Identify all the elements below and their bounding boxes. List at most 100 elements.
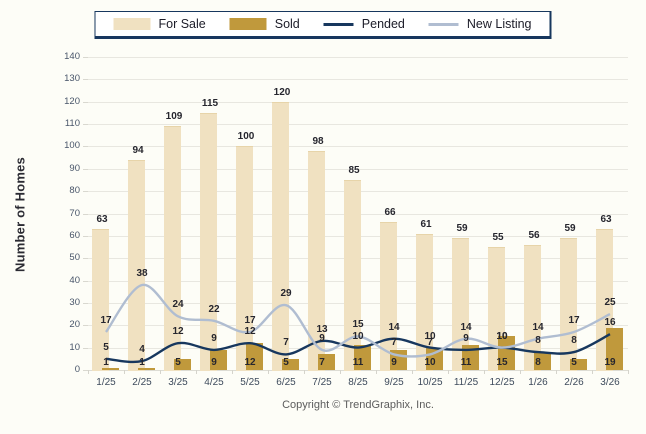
x-tick [556, 370, 557, 374]
y-tick [83, 235, 88, 237]
y-tick-label: 30 [69, 296, 80, 308]
new-listing-value-label: 25 [604, 297, 616, 309]
y-tick-label: 110 [64, 118, 80, 130]
x-tick [340, 370, 341, 374]
x-tick [124, 370, 125, 374]
legend-item-new-listing: New Listing [428, 17, 532, 31]
x-tick-label: 10/25 [417, 377, 443, 388]
for-sale-value-label: 63 [600, 214, 612, 226]
for-sale-swatch [113, 18, 151, 30]
x-tick-label: 1/26 [528, 377, 548, 388]
sold-value-label: 15 [496, 357, 508, 368]
sold-value-label: 9 [391, 357, 397, 368]
y-tick-label: 80 [69, 185, 80, 197]
legend-label-sold: Sold [274, 17, 300, 31]
legend-item-for-sale: For Sale [113, 17, 206, 31]
gridline [88, 146, 628, 148]
new-listing-value-label: 17 [244, 314, 256, 326]
new-listing-value-label: 29 [280, 288, 292, 300]
x-tick-label: 12/25 [489, 377, 515, 388]
y-tick-label: 40 [69, 274, 80, 286]
y-tick [83, 213, 88, 215]
for-sale-value-label: 63 [96, 214, 108, 226]
sold-value-label: 9 [211, 357, 217, 368]
for-sale-value-label: 115 [201, 97, 219, 109]
pended-value-label: 14 [388, 321, 400, 333]
for-sale-value-label: 56 [528, 229, 540, 241]
y-tick [83, 79, 88, 81]
x-tick [412, 370, 413, 374]
legend-label-pended: Pended [361, 17, 405, 31]
sold-bar [174, 358, 191, 370]
sold-value-label: 12 [244, 357, 256, 368]
new-listing-value-label: 14 [460, 321, 472, 333]
for-sale-value-label: 100 [237, 131, 255, 143]
y-axis-title: Number of Homes [12, 157, 28, 272]
x-tick-label: 2/25 [132, 377, 152, 388]
new-listing-value-label: 38 [136, 268, 148, 280]
sold-value-label: 7 [319, 357, 325, 368]
pended-value-label: 4 [139, 344, 145, 356]
sold-value-label: 11 [460, 357, 472, 368]
y-tick [83, 146, 88, 148]
y-tick [83, 302, 88, 304]
y-tick [83, 258, 88, 260]
x-tick [484, 370, 485, 374]
for-sale-bar [128, 159, 145, 371]
pended-value-label: 7 [283, 337, 289, 349]
sold-value-label: 1 [103, 357, 109, 368]
x-tick-label: 9/25 [384, 377, 404, 388]
y-tick-label: 120 [64, 95, 80, 107]
x-tick [196, 370, 197, 374]
gridline [88, 57, 628, 58]
new-listing-value-label: 7 [427, 337, 433, 349]
new-listing-value-label: 22 [208, 303, 220, 315]
for-sale-value-label: 59 [456, 223, 468, 235]
sold-value-label: 10 [424, 357, 436, 368]
legend-item-sold: Sold [229, 17, 300, 31]
for-sale-value-label: 59 [564, 223, 576, 235]
gridline [88, 124, 628, 126]
sold-value-label: 5 [571, 357, 577, 368]
for-sale-value-label: 55 [492, 232, 504, 244]
pended-value-label: 9 [211, 332, 217, 344]
x-tick-label: 8/25 [348, 377, 368, 388]
sold-value-label: 8 [535, 357, 541, 368]
pended-value-label: 9 [463, 332, 469, 344]
sold-bar [282, 358, 299, 370]
x-tick-label: 6/25 [276, 377, 296, 388]
x-tick [628, 370, 629, 374]
x-tick [376, 370, 377, 374]
sold-value-label: 19 [604, 357, 616, 368]
pended-value-label: 12 [244, 326, 256, 338]
x-tick [304, 370, 305, 374]
x-tick-label: 7/25 [312, 377, 332, 388]
y-tick-label: 140 [64, 51, 80, 62]
sold-value-label: 5 [175, 357, 181, 368]
new-listing-value-label: 15 [352, 319, 364, 331]
pended-value-label: 5 [103, 341, 109, 353]
for-sale-value-label: 61 [420, 218, 432, 230]
y-tick [83, 57, 88, 58]
x-tick [160, 370, 161, 374]
pended-value-label: 10 [352, 330, 364, 342]
y-tick [83, 325, 88, 327]
x-tick [592, 370, 593, 374]
y-tick [83, 370, 88, 371]
new-listing-value-label: 17 [100, 314, 112, 326]
y-tick [83, 124, 88, 126]
pended-value-label: 8 [571, 335, 577, 347]
legend-label-for-sale: For Sale [158, 17, 206, 31]
new-listing-value-label: 10 [496, 330, 508, 342]
for-sale-value-label: 120 [273, 86, 291, 98]
pended-value-label: 8 [535, 335, 541, 347]
legend: For Sale Sold Pended New Listing [94, 11, 552, 39]
sold-value-label: 5 [283, 357, 289, 368]
sold-value-label: 1 [139, 357, 145, 368]
for-sale-value-label: 98 [312, 135, 324, 147]
x-tick [448, 370, 449, 374]
y-tick [83, 347, 88, 349]
legend-label-new-listing: New Listing [466, 17, 532, 31]
sold-bar [102, 367, 119, 370]
